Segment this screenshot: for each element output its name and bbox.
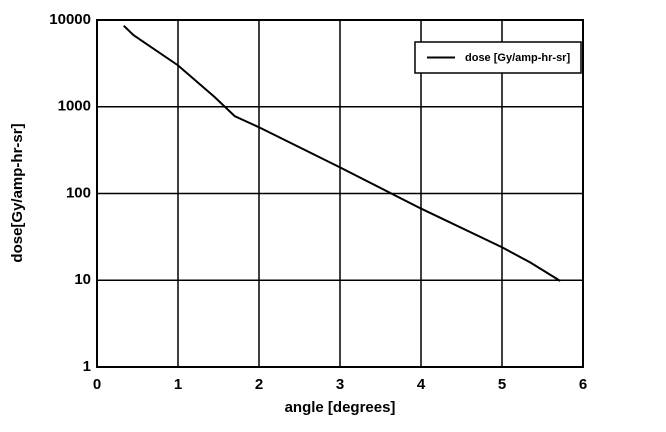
y-tick-label: 1: [83, 358, 91, 375]
x-tick-label: 6: [579, 376, 587, 393]
y-axis-label: dose[Gy/amp-hr-sr]: [9, 123, 26, 262]
y-tick-label: 10: [74, 271, 91, 288]
y-tick-label: 10000: [49, 11, 91, 28]
x-tick-label: 2: [255, 376, 263, 393]
x-axis-label: angle [degrees]: [285, 399, 396, 416]
plot-frame: [96, 19, 584, 368]
data-line: [123, 24, 561, 282]
y-tick-label: 1000: [58, 98, 91, 115]
y-tick-label: 100: [66, 184, 91, 201]
x-tick-label: 5: [498, 376, 506, 393]
x-tick-label: 0: [93, 376, 101, 393]
x-tick-label: 3: [336, 376, 344, 393]
x-tick-label: 4: [417, 376, 426, 393]
legend-label: dose [Gy/amp-hr-sr]: [465, 52, 570, 64]
x-tick-label: 1: [174, 376, 182, 393]
